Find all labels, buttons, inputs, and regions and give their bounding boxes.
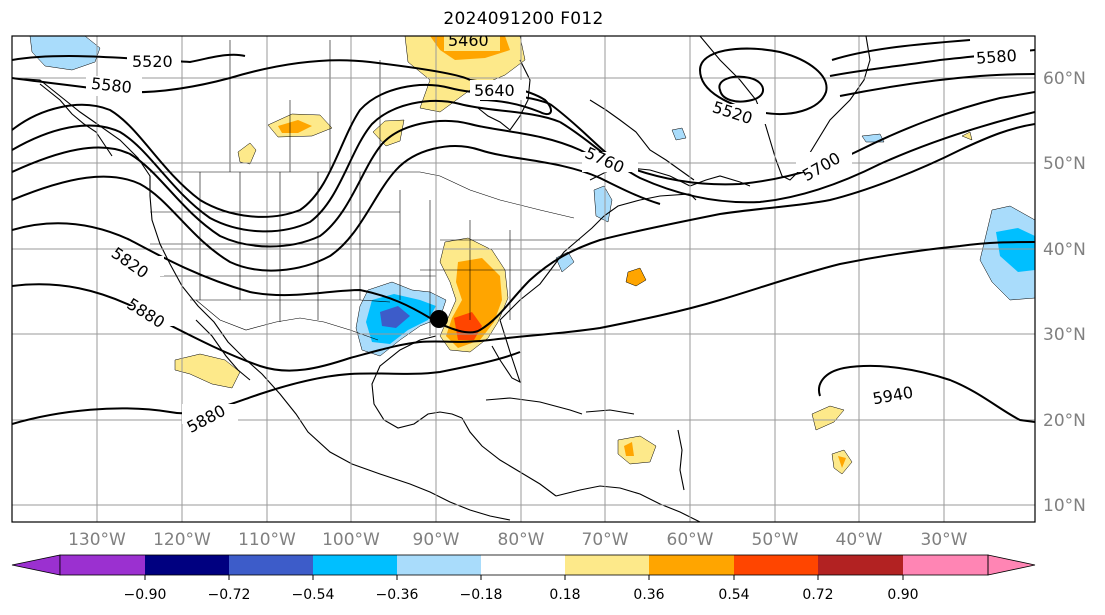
colorbar-tick-8: 0.54 <box>718 587 749 603</box>
anomaly-negative-east-atlantic-mid <box>996 228 1035 272</box>
colorbar-tick-7: 0.36 <box>633 587 664 603</box>
lon-label-100w: 100°W <box>322 530 380 550</box>
lat-label-10n: 10°N <box>1043 496 1086 516</box>
lon-label-50w: 50°W <box>752 530 799 550</box>
anomaly-negative-texas-core <box>380 306 410 328</box>
colorbar-bin-9 <box>734 555 818 575</box>
lat-label-40n: 40°N <box>1043 240 1086 260</box>
coast-cuba <box>485 397 583 415</box>
coast-hispaniola <box>585 409 635 415</box>
colorbar-bin-4 <box>313 555 397 575</box>
contour-5580-west <box>12 59 471 94</box>
coast-greenland <box>699 36 871 181</box>
anomaly-positive-atlantic-2 <box>811 405 845 431</box>
contour-inner-2 <box>12 100 561 233</box>
longitude-labels: 130°W 120°W 110°W 100°W 90°W 80°W 70°W 6… <box>68 530 968 550</box>
coast-us-east <box>499 193 697 321</box>
colorbar-tick-6: 0.18 <box>549 587 580 603</box>
colorbar-bin-1 <box>60 555 145 575</box>
lon-label-30w: 30°W <box>921 530 968 550</box>
colorbar-tick-9: 0.72 <box>802 587 833 603</box>
coast-pacific-north <box>12 77 511 521</box>
coast-baja <box>195 319 251 381</box>
coast-labrador <box>589 99 695 181</box>
colorbar: −0.90 −0.72 −0.54 −0.36 −0.18 0.18 0.36 … <box>11 554 1036 603</box>
contour-label-5580-east: 5580 <box>975 46 1017 68</box>
lon-label-80w: 80°W <box>498 530 545 550</box>
contour-label-5580-west: 5580 <box>90 74 132 97</box>
colorbar-tick-2: −0.72 <box>208 587 251 603</box>
map-title: 2024091200 F012 <box>443 9 604 29</box>
anomaly-positive-canada-2 <box>237 142 257 165</box>
anomaly-positive-iceland-small <box>961 131 973 141</box>
anomaly-positive-caribbean-core <box>624 442 634 456</box>
colorbar-tick-1: −0.90 <box>124 587 167 603</box>
contour-low-ring-outer <box>698 47 828 115</box>
contour-5520-east <box>831 39 971 61</box>
coastlines <box>12 36 871 522</box>
contour-low-ring-inner <box>718 75 764 103</box>
lon-label-90w: 90°W <box>413 530 460 550</box>
anomaly-positive-canada-3 <box>372 119 405 147</box>
anomaly-positive-southeast-core <box>454 312 482 340</box>
storm-center-marker <box>430 310 448 328</box>
coast-alaska-arch <box>39 83 113 157</box>
lat-label-50n: 50°N <box>1043 154 1086 174</box>
anomaly-shading <box>29 36 1035 475</box>
contour-5880-west <box>12 241 1035 372</box>
colorbar-bin-3 <box>229 555 313 575</box>
anomaly-positive-caribbean <box>617 435 657 465</box>
lat-label-30n: 30°N <box>1043 325 1086 345</box>
lon-label-110w: 110°W <box>238 530 296 550</box>
colorbar-extend-low <box>11 554 61 576</box>
contour-5640-east <box>839 73 1035 97</box>
contour-5820 <box>12 123 1035 334</box>
colorbar-bin-5 <box>397 555 481 575</box>
anomaly-positive-atlantic-1 <box>625 267 647 287</box>
contour-inner-3 <box>12 120 601 248</box>
coast-central-america <box>461 417 557 497</box>
latitude-labels: 60°N 50°N 40°N 30°N 20°N 10°N <box>1043 69 1086 516</box>
coast-florida-east <box>491 319 521 384</box>
coast-lesser-antilles <box>677 429 685 491</box>
contour-label-5460: 5460 <box>448 31 489 50</box>
colorbar-bin-11 <box>903 555 988 575</box>
colorbar-tick-4: −0.36 <box>376 587 419 603</box>
colorbar-outline <box>59 554 989 576</box>
coast-hudson <box>477 59 531 131</box>
colorbar-tick-10: 0.90 <box>887 587 918 603</box>
colorbar-extend-high <box>987 554 1036 576</box>
colorbar-bin-6 <box>481 555 565 575</box>
contour-inner-4 <box>12 145 661 272</box>
anomaly-positive-atlantic-3-core <box>838 456 846 468</box>
contour-label-5640: 5640 <box>474 81 515 100</box>
contour-5880-south <box>12 351 521 425</box>
lon-label-130w: 130°W <box>68 530 126 550</box>
lon-label-70w: 70°W <box>582 530 629 550</box>
lon-label-40w: 40°W <box>836 530 883 550</box>
anomaly-negative-alaska <box>29 36 101 71</box>
contour-5940 <box>818 364 1035 423</box>
colorbar-bin-8 <box>649 555 734 575</box>
lon-label-120w: 120°W <box>153 530 211 550</box>
colorbar-tick-5: −0.18 <box>460 587 503 603</box>
lon-label-60w: 60°W <box>667 530 714 550</box>
coast-south-america <box>555 485 701 522</box>
anomaly-positive-mexico <box>174 353 241 389</box>
colorbar-bin-2 <box>145 555 229 575</box>
lat-label-20n: 20°N <box>1043 411 1086 431</box>
graticule <box>12 36 1035 522</box>
contour-label-5520-west: 5520 <box>132 52 173 71</box>
contour-inner-1 <box>12 83 551 218</box>
lat-label-60n: 60°N <box>1043 69 1086 89</box>
colorbar-tick-3: −0.54 <box>292 587 335 603</box>
colorbar-bin-7 <box>565 555 649 575</box>
anomaly-positive-canada-1-core <box>278 120 312 133</box>
anomaly-negative-greenland <box>671 127 687 141</box>
contour-label-5880-west: 5880 <box>124 294 169 332</box>
colorbar-bin-10 <box>818 555 903 575</box>
map-frame <box>11 35 1036 523</box>
anomaly-positive-north <box>404 36 526 113</box>
